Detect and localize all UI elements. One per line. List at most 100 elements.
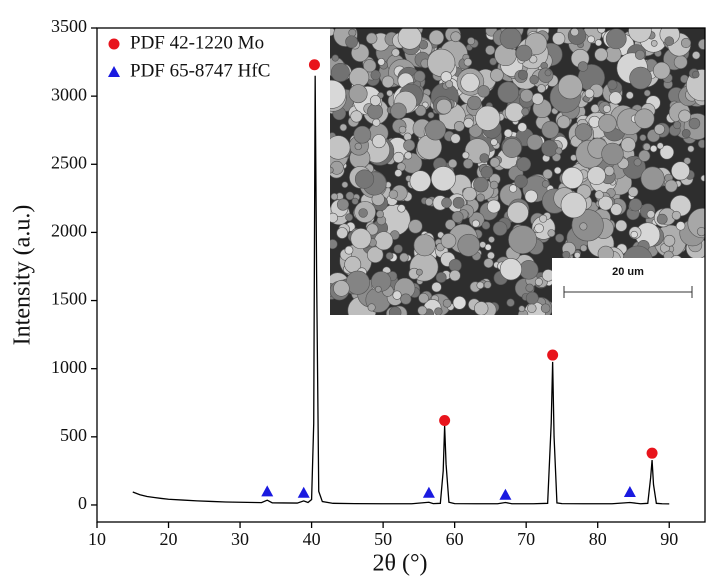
grain <box>700 174 705 182</box>
grain <box>507 201 529 224</box>
y-tick-label: 500 <box>60 425 87 445</box>
grain <box>483 258 494 269</box>
grain <box>403 139 416 152</box>
grain <box>571 209 604 242</box>
grain <box>671 210 681 221</box>
grain <box>555 147 563 155</box>
grain <box>490 68 504 82</box>
y-tick-label: 0 <box>78 493 87 513</box>
grain <box>628 198 643 212</box>
grain <box>587 35 595 44</box>
y-tick-label: 2500 <box>51 152 87 172</box>
grain <box>341 181 349 189</box>
grain <box>444 219 456 230</box>
grain <box>448 258 462 272</box>
grain <box>330 79 347 109</box>
grain <box>508 225 537 254</box>
grain <box>506 298 515 307</box>
scale-bar-box <box>552 258 705 315</box>
grain <box>594 190 604 200</box>
grain <box>525 291 539 305</box>
grain <box>673 121 682 130</box>
grain <box>452 296 467 310</box>
grain <box>398 125 407 134</box>
grain <box>428 29 445 46</box>
grain <box>541 180 550 188</box>
circle-marker <box>547 349 559 361</box>
grain <box>345 270 370 295</box>
grain <box>692 70 700 79</box>
grain <box>452 196 465 209</box>
grain <box>330 62 350 82</box>
x-tick-label: 40 <box>303 529 321 549</box>
plot-frame <box>96 27 706 523</box>
grain <box>408 219 423 234</box>
grain <box>552 32 566 46</box>
grain <box>350 228 372 250</box>
grain <box>386 89 393 97</box>
grain <box>363 59 377 73</box>
grain <box>697 139 705 149</box>
grain <box>656 142 664 150</box>
grain <box>457 233 481 257</box>
grain <box>463 58 473 67</box>
grain <box>487 251 495 260</box>
grain <box>580 244 588 252</box>
grain <box>392 151 405 164</box>
grain <box>397 204 406 213</box>
grain <box>560 192 587 219</box>
grain <box>484 243 492 251</box>
y-tick-label: 1000 <box>51 357 87 377</box>
grain <box>348 28 357 37</box>
grain <box>634 108 655 129</box>
grain <box>521 107 530 116</box>
triangle-marker <box>623 486 636 498</box>
grain <box>646 210 655 219</box>
grain <box>475 105 501 131</box>
grain <box>687 145 695 153</box>
grain <box>462 186 477 202</box>
grain <box>529 74 539 85</box>
grain <box>450 133 461 144</box>
grain <box>451 211 464 223</box>
grain <box>595 39 603 47</box>
grain <box>418 292 429 304</box>
grain <box>483 280 492 289</box>
grain <box>680 37 692 49</box>
y-tick-label: 3000 <box>51 84 87 104</box>
triangle-marker <box>422 486 435 498</box>
grain <box>370 271 392 292</box>
x-tick-label: 70 <box>517 529 535 549</box>
grain <box>381 75 395 88</box>
grain <box>349 67 370 88</box>
y-axis-title: Intensity (a.u.) <box>10 205 36 346</box>
grain <box>540 303 551 314</box>
grain <box>675 221 686 231</box>
x-tick-label: 50 <box>374 529 392 549</box>
grain <box>525 283 534 293</box>
grain <box>516 156 532 172</box>
grain <box>365 32 378 45</box>
grain <box>481 221 491 230</box>
grain <box>557 115 571 129</box>
grain <box>539 214 548 223</box>
grain <box>442 298 452 308</box>
grain <box>492 221 508 236</box>
grain <box>534 277 543 286</box>
grain <box>450 31 462 43</box>
grain <box>377 58 386 66</box>
grain <box>499 258 523 281</box>
grain <box>372 134 386 149</box>
grain <box>388 306 402 315</box>
grain <box>413 70 426 83</box>
grain <box>628 28 652 43</box>
grain <box>541 121 560 139</box>
grain <box>330 166 334 174</box>
grain <box>630 230 638 239</box>
x-tick-label: 60 <box>446 529 464 549</box>
circle-marker <box>308 59 320 71</box>
x-axis-title: 2θ (°) <box>372 551 427 577</box>
grain <box>557 74 583 100</box>
grain <box>427 111 435 119</box>
grain <box>374 231 394 251</box>
